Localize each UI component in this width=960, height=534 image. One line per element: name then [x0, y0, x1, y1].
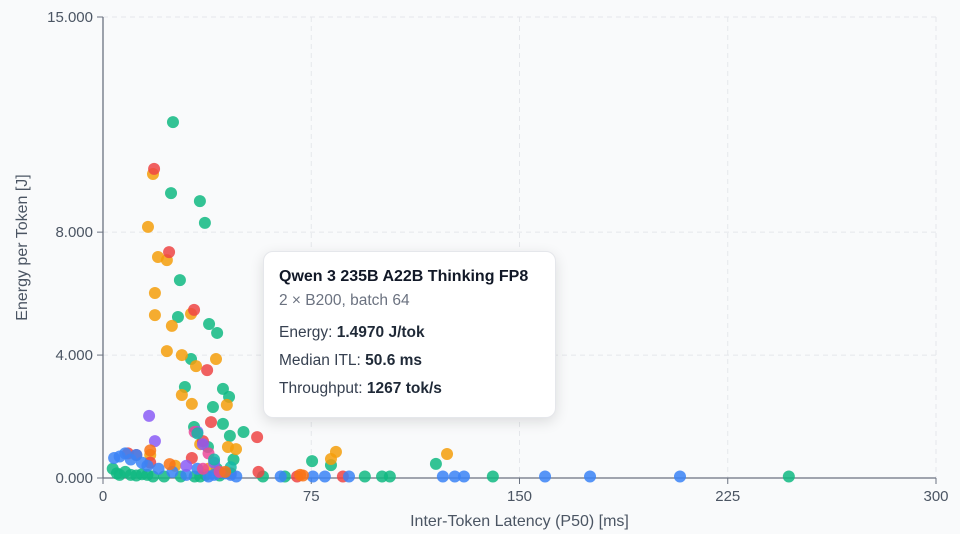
- data-point: [673, 470, 686, 483]
- data-point: [210, 353, 223, 366]
- data-point: [205, 416, 218, 429]
- data-point: [141, 220, 154, 233]
- tooltip-itl: Median ITL: 50.6 ms: [279, 352, 540, 370]
- x-tick-label: 75: [303, 488, 320, 505]
- data-point: [436, 470, 449, 483]
- throughput-value: 1267 tok/s: [366, 380, 442, 397]
- itl-label: Median ITL:: [279, 352, 361, 369]
- tooltip: Qwen 3 235B A22B Thinking FP8 2 × B200, …: [263, 251, 556, 418]
- data-point: [486, 470, 499, 483]
- tooltip-subtitle: 2 × B200, batch 64: [279, 292, 410, 309]
- data-point: [198, 216, 211, 229]
- data-point: [211, 326, 224, 339]
- data-point: [180, 468, 193, 481]
- data-point: [448, 470, 461, 483]
- data-point: [782, 470, 795, 483]
- data-point: [441, 448, 454, 461]
- data-point: [171, 310, 184, 323]
- data-point: [175, 349, 188, 362]
- y-tick-label: 15.000: [47, 9, 93, 26]
- data-point: [148, 309, 161, 322]
- data-point: [148, 286, 161, 299]
- tooltip-energy: Energy: 1.4970 J/tok: [279, 324, 540, 342]
- data-point: [201, 364, 214, 377]
- data-point: [196, 462, 209, 475]
- data-point: [165, 319, 178, 332]
- x-tick-label: 225: [715, 488, 740, 505]
- data-point: [306, 455, 319, 468]
- data-point: [206, 401, 219, 414]
- data-point: [539, 470, 552, 483]
- y-axis-label: Energy per Token [J]: [14, 174, 31, 320]
- data-point: [152, 462, 165, 475]
- energy-label: Energy:: [279, 324, 333, 341]
- data-point: [296, 469, 309, 482]
- data-point: [230, 443, 243, 456]
- data-point: [191, 427, 204, 440]
- data-point: [148, 435, 161, 448]
- data-point: [143, 409, 156, 422]
- data-point: [220, 398, 233, 411]
- data-point: [193, 195, 206, 208]
- data-point: [163, 246, 176, 259]
- data-point: [173, 274, 186, 287]
- energy-value: 1.4970 J/tok: [336, 324, 425, 341]
- itl-value: 50.6 ms: [365, 352, 423, 369]
- data-point: [584, 470, 597, 483]
- data-point: [144, 444, 157, 457]
- data-point: [160, 345, 173, 358]
- data-point: [457, 470, 470, 483]
- tooltip-title: Qwen 3 235B A22B Thinking FP8: [279, 268, 529, 285]
- data-point: [237, 425, 250, 438]
- data-point: [180, 459, 193, 472]
- data-point: [324, 452, 337, 465]
- data-point: [343, 470, 356, 483]
- data-point: [306, 470, 319, 483]
- y-tick-label: 4.000: [55, 347, 93, 364]
- data-point: [163, 458, 176, 471]
- data-point: [185, 397, 198, 410]
- data-point: [219, 465, 232, 478]
- data-point: [429, 457, 442, 470]
- data-point: [251, 431, 264, 444]
- y-tick-label: 8.000: [55, 224, 93, 241]
- data-point: [141, 459, 154, 472]
- throughput-label: Throughput:: [279, 380, 363, 397]
- x-tick-label: 0: [99, 488, 107, 505]
- data-point: [166, 116, 179, 129]
- data-point: [148, 162, 161, 175]
- y-tick-label: 0.000: [55, 470, 93, 487]
- x-axis-label: Inter-Token Latency (P50) [ms]: [410, 513, 629, 530]
- data-point: [208, 453, 221, 466]
- data-point: [318, 470, 331, 483]
- data-point: [252, 465, 265, 478]
- data-point: [188, 303, 201, 316]
- data-point: [223, 429, 236, 442]
- data-point: [203, 318, 216, 331]
- data-point: [383, 470, 396, 483]
- data-point: [190, 360, 203, 373]
- data-point: [175, 389, 188, 402]
- data-point: [274, 470, 287, 483]
- x-tick-label: 150: [507, 488, 532, 505]
- data-point: [358, 470, 371, 483]
- data-point: [216, 417, 229, 430]
- x-tick-label: 300: [923, 488, 948, 505]
- tooltip-throughput: Throughput: 1267 tok/s: [279, 380, 540, 398]
- data-point: [230, 470, 243, 483]
- data-point: [196, 438, 209, 451]
- data-point: [165, 187, 178, 200]
